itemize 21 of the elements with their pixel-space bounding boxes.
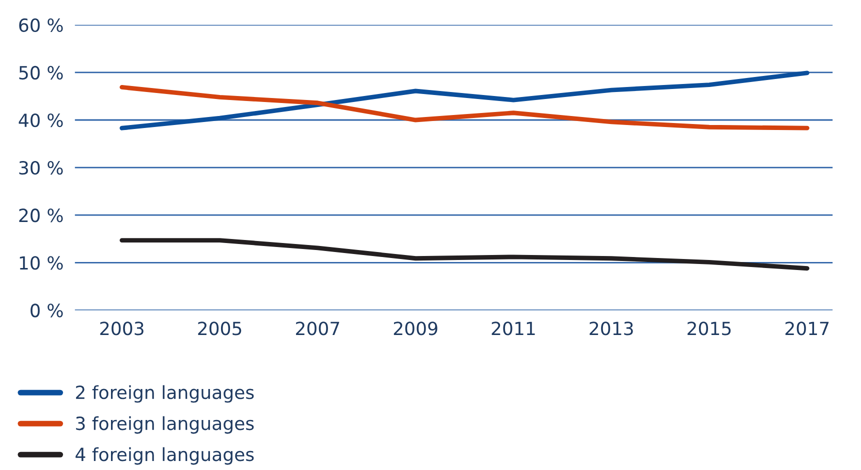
- x-tick-label: 2003: [100, 322, 144, 336]
- y-tick-label: 30 %: [19, 161, 63, 175]
- x-tick-label: 2005: [198, 322, 242, 336]
- y-tick-label: 60 %: [19, 18, 63, 32]
- legend-label: 2 foreign languages: [76, 385, 254, 403]
- y-tick-label: 20 %: [19, 208, 63, 222]
- y-tick-label: 50 %: [19, 66, 63, 80]
- legend-label: 3 foreign languages: [76, 416, 254, 434]
- line-series: [120, 238, 810, 271]
- y-tick-label: 0 %: [30, 304, 63, 318]
- x-tick-label: 2017: [785, 322, 829, 336]
- x-tick-label: 2009: [394, 322, 438, 336]
- x-tick-label: 2015: [688, 322, 731, 336]
- x-tick-label: 2011: [492, 322, 535, 336]
- y-tick-label: 40 %: [18, 113, 63, 128]
- x-tick-label: 2013: [590, 322, 633, 336]
- x-tick-label: 2007: [296, 322, 340, 336]
- line-series: [120, 84, 810, 130]
- line-series: [120, 70, 810, 130]
- legend-label: 4 foreign languages: [76, 447, 254, 465]
- y-tick-label: 10 %: [20, 256, 63, 270]
